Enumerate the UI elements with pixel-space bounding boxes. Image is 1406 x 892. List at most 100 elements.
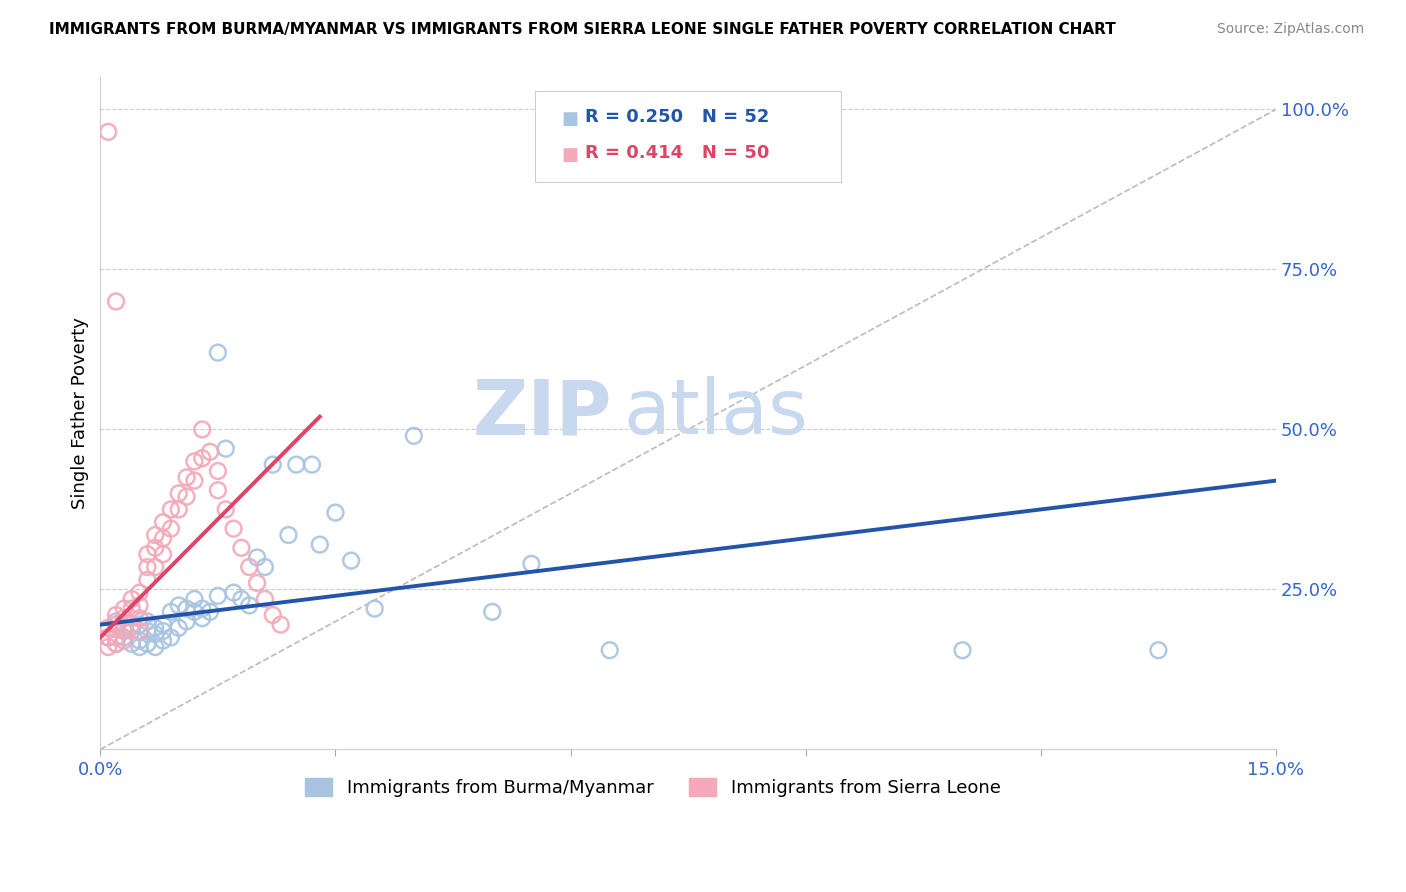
Point	[121, 637, 143, 651]
Point	[136, 547, 159, 561]
Point	[112, 611, 135, 625]
Point	[160, 502, 183, 516]
Text: R = 0.250   N = 52: R = 0.250 N = 52	[585, 108, 769, 126]
Point	[112, 621, 135, 635]
Point	[112, 631, 135, 645]
Point	[277, 528, 299, 542]
Point	[325, 506, 347, 520]
Point	[105, 631, 128, 645]
Text: IMMIGRANTS FROM BURMA/MYANMAR VS IMMIGRANTS FROM SIERRA LEONE SINGLE FATHER POVE: IMMIGRANTS FROM BURMA/MYANMAR VS IMMIGRA…	[49, 22, 1116, 37]
Point	[215, 502, 238, 516]
Point	[253, 592, 276, 607]
Point	[1147, 643, 1170, 657]
Point	[167, 621, 190, 635]
Point	[128, 633, 150, 648]
Point	[215, 442, 238, 456]
Point	[167, 599, 190, 613]
Point	[105, 637, 128, 651]
Point	[270, 617, 292, 632]
Point	[231, 592, 253, 607]
Point	[136, 560, 159, 574]
Point	[112, 633, 135, 648]
Point	[191, 451, 214, 466]
Point	[121, 592, 143, 607]
Point	[105, 637, 128, 651]
Point	[105, 294, 128, 309]
Point	[128, 611, 150, 625]
Text: ZIP: ZIP	[472, 376, 612, 450]
Point	[152, 515, 174, 529]
Point	[136, 624, 159, 638]
Point	[191, 611, 214, 625]
Point	[952, 643, 974, 657]
Point	[167, 486, 190, 500]
Point	[198, 445, 221, 459]
Y-axis label: Single Father Poverty: Single Father Poverty	[72, 318, 89, 509]
Point	[152, 633, 174, 648]
Point	[207, 345, 229, 359]
Point	[253, 560, 276, 574]
Point	[207, 483, 229, 498]
Point	[128, 640, 150, 654]
Point	[246, 576, 269, 591]
Point	[285, 458, 308, 472]
Point	[143, 640, 166, 654]
Point	[143, 627, 166, 641]
Point	[97, 125, 120, 139]
Point	[231, 541, 253, 555]
Point	[402, 429, 425, 443]
Point	[481, 605, 503, 619]
Point	[262, 607, 284, 622]
Point	[128, 624, 150, 638]
Point	[183, 605, 205, 619]
FancyBboxPatch shape	[536, 91, 841, 182]
Point	[160, 522, 183, 536]
Point	[198, 605, 221, 619]
Point	[238, 560, 260, 574]
Point	[97, 631, 120, 645]
Point	[191, 601, 214, 615]
Point	[128, 585, 150, 599]
Point	[340, 554, 363, 568]
Point	[152, 624, 174, 638]
Point	[160, 631, 183, 645]
Point	[136, 573, 159, 587]
Point	[136, 615, 159, 629]
Point	[183, 592, 205, 607]
Point	[520, 557, 543, 571]
Point	[183, 474, 205, 488]
Point	[176, 470, 198, 484]
Point	[121, 624, 143, 638]
Point	[97, 621, 120, 635]
Point	[176, 490, 198, 504]
Point	[143, 621, 166, 635]
Point	[167, 502, 190, 516]
Point	[128, 617, 150, 632]
Point	[160, 605, 183, 619]
Point	[238, 599, 260, 613]
Point	[599, 643, 621, 657]
Point	[112, 601, 135, 615]
Point	[246, 550, 269, 565]
Point	[308, 538, 330, 552]
Point	[121, 601, 143, 615]
Text: R = 0.414   N = 50: R = 0.414 N = 50	[585, 144, 769, 162]
Point	[97, 640, 120, 654]
Point	[222, 522, 245, 536]
Point	[301, 458, 323, 472]
Point	[136, 637, 159, 651]
Point	[121, 617, 143, 632]
Point	[183, 454, 205, 468]
Legend: Immigrants from Burma/Myanmar, Immigrants from Sierra Leone: Immigrants from Burma/Myanmar, Immigrant…	[298, 771, 1008, 805]
Point	[105, 615, 128, 629]
Point	[112, 624, 135, 638]
Point	[143, 541, 166, 555]
Point	[176, 601, 198, 615]
Text: atlas: atlas	[623, 376, 808, 450]
Point	[143, 560, 166, 574]
Point	[176, 615, 198, 629]
Point	[152, 617, 174, 632]
Point	[152, 531, 174, 545]
Point	[128, 599, 150, 613]
Text: ■: ■	[561, 110, 578, 128]
